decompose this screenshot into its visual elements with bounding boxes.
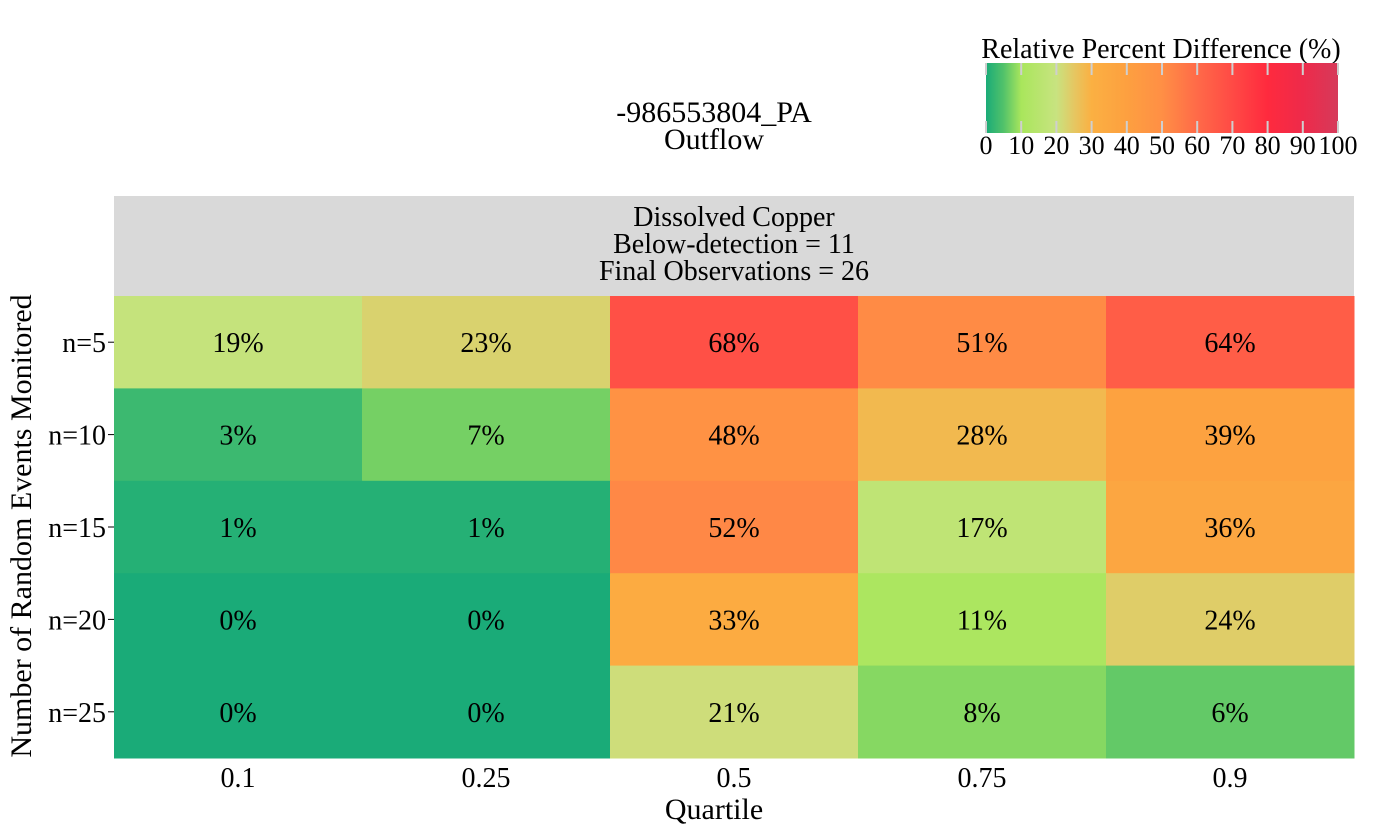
x-tick-label: 0.5 [717, 763, 752, 794]
heatmap-cell [858, 665, 1107, 759]
colorbar-tick-label: 30 [1079, 131, 1105, 160]
heatmap-cells: 19% 23% 68% 51% 64% 3% 7% 48% 28% 39% 1% 1% 52% 17% 36… [114, 296, 1355, 759]
cell-value-label: 17% [956, 513, 1007, 544]
cell-value-label: 21% [708, 698, 759, 729]
x-axis: 0.1 0.25 0.5 0.75 0.9 [221, 763, 1248, 794]
heatmap-cell [858, 480, 1107, 574]
heatmap-cell [1106, 480, 1355, 574]
heatmap-cell [610, 388, 859, 482]
y-axis: n=5 n=10 n=15 n=20 n=25 [48, 328, 114, 729]
cell-value-label: 39% [1204, 421, 1255, 452]
cell-value-label: 0% [467, 605, 504, 636]
x-tick-label: 0.1 [221, 763, 256, 794]
panel-header-line-1: Dissolved Copper [633, 202, 835, 233]
heatmap-cell [610, 573, 859, 667]
cell-value-label: 48% [708, 421, 759, 452]
cell-value-label: 52% [708, 513, 759, 544]
cell-value-label: 0% [219, 605, 256, 636]
heatmap-cell [362, 296, 611, 389]
panel-header-line-2: Below-detection = 11 [613, 229, 855, 260]
y-tick-label: n=5 [62, 328, 106, 359]
cell-value-label: 51% [956, 328, 1007, 359]
colorbar-tick-label: 100 [1319, 131, 1358, 160]
cell-value-label: 6% [1211, 698, 1248, 729]
colorbar-tick-label: 60 [1184, 131, 1210, 160]
cell-value-label: 0% [467, 698, 504, 729]
heatmap-cell [114, 665, 363, 759]
cell-value-label: 19% [212, 328, 263, 359]
x-tick-label: 0.25 [462, 763, 511, 794]
cell-value-label: 8% [963, 698, 1000, 729]
x-tick-label: 0.9 [1213, 763, 1248, 794]
y-tick-label: n=15 [48, 513, 106, 544]
colorbar-tick-label: 40 [1114, 131, 1140, 160]
heatmap-cell [114, 480, 363, 574]
y-tick-label: n=25 [48, 698, 106, 729]
heatmap-cell [1106, 388, 1355, 482]
panel-header-background [114, 196, 1354, 296]
cell-value-label: 24% [1204, 605, 1255, 636]
colorbar-tick-label: 90 [1290, 131, 1316, 160]
cell-value-label: 11% [957, 605, 1007, 636]
cell-value-label: 23% [460, 328, 511, 359]
colorbar-tick-label: 50 [1149, 131, 1175, 160]
cell-value-label: 28% [956, 421, 1007, 452]
heatmap-cell [114, 296, 363, 389]
panel-header-line-3: Final Observations = 26 [599, 256, 869, 287]
x-axis-label: Quartile [665, 793, 763, 826]
cell-value-label: 3% [219, 421, 256, 452]
colorbar-title: Relative Percent Difference (%) [981, 34, 1340, 65]
heatmap-cell [114, 573, 363, 667]
cell-value-label: 1% [219, 513, 256, 544]
y-tick-label: n=20 [48, 605, 106, 636]
chart-subtitle: Outflow [664, 123, 764, 156]
heatmap-cell [1106, 573, 1355, 667]
colorbar-ticks: 0 10 20 30 40 50 60 70 80 90 100 [980, 63, 1358, 160]
cell-value-label: 33% [708, 605, 759, 636]
cell-value-label: 64% [1204, 328, 1255, 359]
heatmap-cell [610, 665, 859, 759]
cell-value-label: 1% [467, 513, 504, 544]
heatmap-cell [858, 296, 1107, 389]
heatmap-cell [1106, 296, 1355, 389]
colorbar-tick-label: 20 [1043, 131, 1069, 160]
heatmap-cell [858, 573, 1107, 667]
heatmap-cell [362, 388, 611, 482]
cell-value-label: 68% [708, 328, 759, 359]
heatmap-cell [362, 480, 611, 574]
chart-title: -986553804_PA [616, 96, 812, 129]
colorbar-tick-label: 0 [980, 131, 993, 160]
heatmap-cell [114, 388, 363, 482]
y-tick-label: n=10 [48, 421, 106, 452]
cell-value-label: 0% [219, 698, 256, 729]
heatmap-cell [362, 665, 611, 759]
colorbar-tick-label: 70 [1219, 131, 1245, 160]
colorbar-tick-label: 10 [1008, 131, 1034, 160]
cell-value-label: 36% [1204, 513, 1255, 544]
x-tick-label: 0.75 [958, 763, 1007, 794]
heatmap-cell [362, 573, 611, 667]
heatmap-cell [1106, 665, 1355, 759]
heatmap-cell [858, 388, 1107, 482]
y-axis-label: Number of Random Events Monitored [5, 294, 38, 757]
heatmap-cell [610, 296, 859, 389]
heatmap-cell [610, 480, 859, 574]
cell-value-label: 7% [467, 421, 504, 452]
colorbar-tick-label: 80 [1255, 131, 1281, 160]
